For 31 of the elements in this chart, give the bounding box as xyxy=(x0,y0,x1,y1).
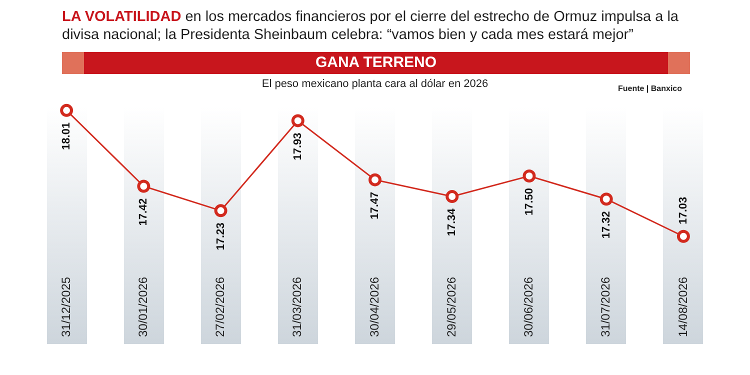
data-label: 17.32 xyxy=(600,211,612,239)
x-tick-label: 27/02/2026 xyxy=(213,276,228,338)
x-tick-label: 31/07/2026 xyxy=(598,276,613,338)
x-tick-label: 31/03/2026 xyxy=(290,276,304,338)
text: El peso mexicano planta cara al dólar en 2026 xyxy=(262,78,488,90)
point xyxy=(446,190,459,204)
point xyxy=(522,169,536,182)
source-note: Fuente | Banxico xyxy=(618,84,682,93)
data-label: 17.47 xyxy=(369,192,382,220)
data-label: 17.50 xyxy=(523,188,536,216)
x-tick-label: 30/06/2026 xyxy=(522,276,536,338)
point xyxy=(137,180,150,193)
point xyxy=(291,114,304,128)
data-label: 17.42 xyxy=(138,198,150,226)
point xyxy=(600,192,613,206)
data-label: 17.34 xyxy=(446,208,458,236)
data-label: 17.03 xyxy=(677,196,690,224)
point xyxy=(368,173,382,186)
data-label: 17.93 xyxy=(292,132,304,160)
point xyxy=(60,104,74,117)
x-tick-label: 31/12/2025 xyxy=(58,276,73,338)
chart-subtitle: GANA TERRENO xyxy=(62,52,690,74)
point xyxy=(214,204,228,218)
x-tick-label: 29/05/2026 xyxy=(444,276,458,338)
point xyxy=(676,230,690,243)
data-label: 18.01 xyxy=(60,122,73,150)
x-tick-label: 30/01/2026 xyxy=(136,276,150,338)
x-tick-label: 30/04/2026 xyxy=(367,276,382,338)
x-tick-label: 14/08/2026 xyxy=(676,276,690,338)
data-label: 17.23 xyxy=(214,222,227,250)
chart-title: LA VOLATILIDAD en los mercados financieros por el cierre del estrecho de Ormuz impulsa a la divisa nacional; la Presidenta Sheinbaum celebra: “vamos bien y cada mes estará mejor” xyxy=(62,8,680,44)
